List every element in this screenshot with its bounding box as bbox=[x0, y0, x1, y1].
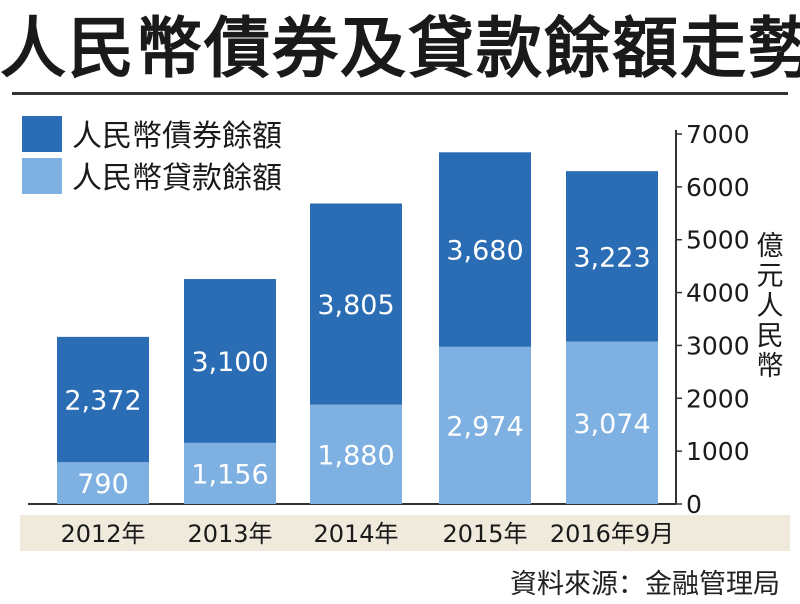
y-tick-label-2: 2000 bbox=[686, 384, 750, 413]
bar-bond-0 bbox=[57, 336, 149, 463]
source-note: 資料來源：金融管理局 bbox=[510, 569, 780, 600]
x-tick-label-0: 2012年 bbox=[60, 520, 145, 548]
bar-bond-4 bbox=[566, 171, 658, 342]
y-axis-label-char: 幣 bbox=[757, 351, 784, 382]
y-tick-label-3: 3000 bbox=[686, 331, 750, 360]
x-tick-label-4: 2016年9月 bbox=[550, 520, 674, 548]
x-axis-band bbox=[20, 515, 790, 551]
y-axis-label-char: 億 bbox=[757, 231, 784, 262]
y-tick-label-7: 7000 bbox=[686, 120, 750, 149]
title-divider bbox=[12, 92, 788, 95]
y-tick-label-6: 6000 bbox=[686, 173, 750, 202]
data-label-loan-1: 1,156 bbox=[191, 459, 268, 490]
y-tick-label-1: 1000 bbox=[686, 437, 750, 466]
chart-title: 人民幣債券及貸款餘額走勢 bbox=[0, 9, 800, 87]
y-axis-label-char: 民 bbox=[757, 321, 784, 352]
data-label-bond-0: 2,372 bbox=[64, 386, 141, 417]
y-axis-label-char: 元 bbox=[757, 261, 784, 292]
data-label-bond-2: 3,805 bbox=[317, 290, 394, 321]
data-label-loan-4: 3,074 bbox=[573, 409, 650, 440]
legend-label-loan: 人民幣貸款餘額 bbox=[72, 161, 282, 196]
bar-loan-2 bbox=[310, 404, 402, 504]
y-tick-label-4: 4000 bbox=[686, 279, 750, 308]
bar-bond-2 bbox=[310, 203, 402, 405]
y-axis-label-char: 人 bbox=[757, 291, 784, 322]
bar-loan-0 bbox=[57, 462, 149, 504]
legend-swatch-bond bbox=[22, 116, 62, 152]
bar-loan-4 bbox=[566, 341, 658, 504]
legend-label-bond: 人民幣債券餘額 bbox=[72, 119, 282, 154]
legend-swatch-loan bbox=[22, 158, 62, 194]
bar-bond-1 bbox=[184, 279, 276, 443]
data-label-loan-3: 2,974 bbox=[446, 411, 523, 442]
y-tick-label-5: 5000 bbox=[686, 226, 750, 255]
bar-loan-1 bbox=[184, 442, 276, 504]
data-label-bond-4: 3,223 bbox=[573, 242, 650, 273]
y-tick-label-0: 0 bbox=[686, 490, 702, 519]
x-tick-label-2: 2014年 bbox=[313, 520, 398, 548]
data-label-loan-0: 790 bbox=[77, 469, 129, 500]
data-label-loan-2: 1,880 bbox=[317, 440, 394, 471]
data-label-bond-1: 3,100 bbox=[191, 347, 268, 378]
bar-loan-3 bbox=[439, 346, 531, 504]
data-label-bond-3: 3,680 bbox=[446, 236, 523, 267]
x-tick-label-1: 2013年 bbox=[187, 520, 272, 548]
x-tick-label-3: 2015年 bbox=[442, 520, 527, 548]
bar-bond-3 bbox=[439, 152, 531, 347]
